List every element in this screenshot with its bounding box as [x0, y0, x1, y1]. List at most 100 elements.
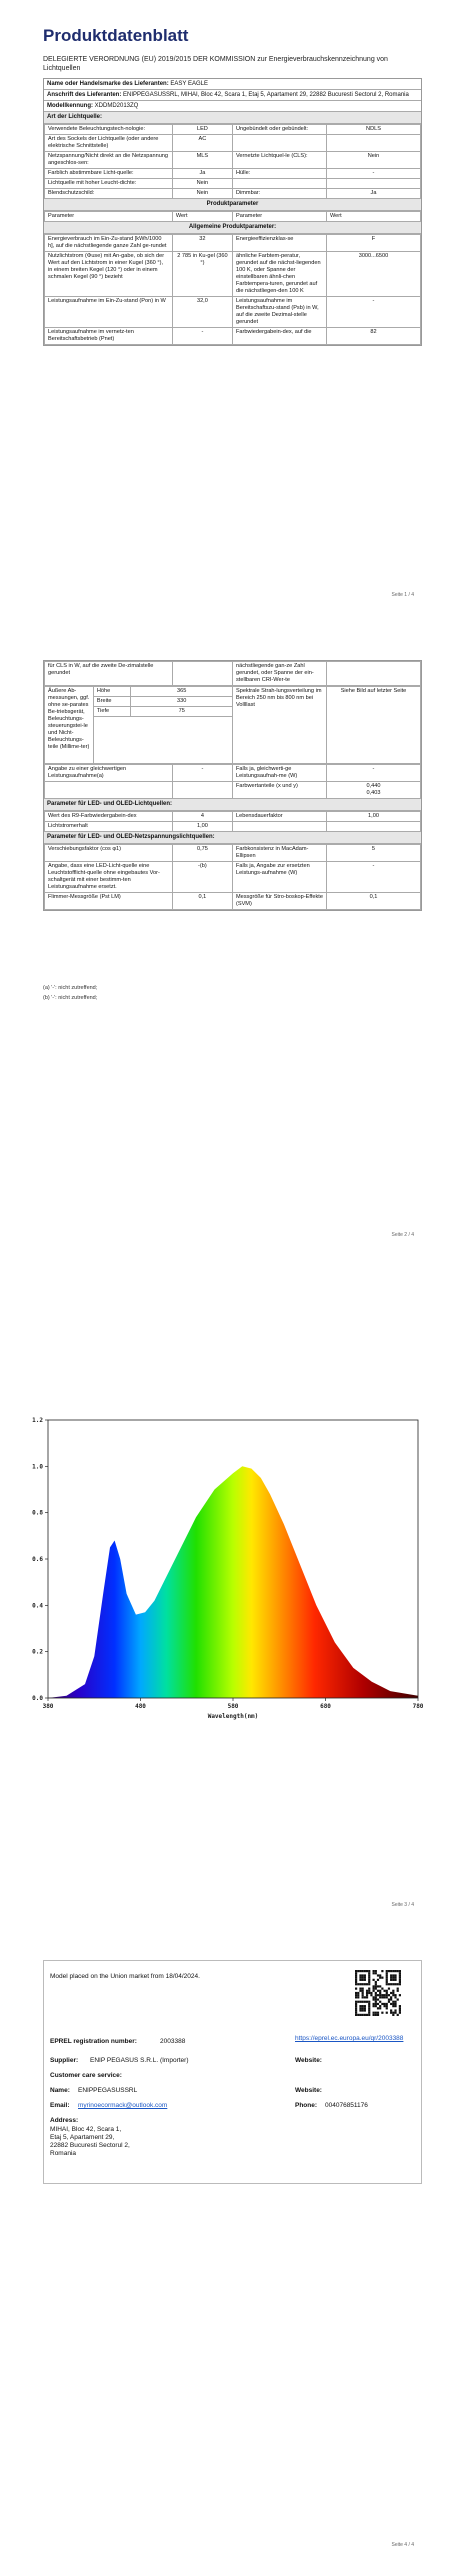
- param-label: ähnliche Farbtem-peratur, gerundet auf d…: [231, 251, 327, 297]
- y-tick-label: 0.2: [32, 1649, 43, 1656]
- datasheet-table-cont: für CLS in W, auf die zweite De-zimalste…: [43, 660, 422, 911]
- page-3: 0.0 0.2 0.4 0.6 0.8 1.0 1.2 380 480 580 680 780 Wav…: [0, 1280, 452, 1920]
- supplier-label: Supplier:: [50, 2057, 79, 2064]
- table-row: Angabe, dass eine LED-Licht-quelle eine …: [44, 861, 422, 893]
- table-row: [45, 716, 421, 764]
- table-row: Angabe zu einer gleichwertigen Leistungs…: [44, 764, 422, 782]
- param-label: Farblich abstimmbare Licht-quelle:: [44, 168, 173, 179]
- param-label: Farbkonsistenz in MacAdam-Ellipsen: [231, 844, 327, 862]
- equiv-value: -: [171, 764, 233, 782]
- param-value: MLS: [171, 151, 233, 169]
- y-tick-label: 0.6: [32, 1556, 43, 1563]
- website2-label: Website:: [295, 2087, 322, 2094]
- param-value: 0,75: [171, 844, 233, 862]
- param-label: Art des Sockels der Lichtquelle (oder an…: [44, 134, 173, 152]
- table-row: Art des Sockels der Lichtquelle (oder an…: [44, 134, 422, 152]
- y-tick-label: 1.0: [32, 1463, 43, 1470]
- param-label: [231, 134, 327, 152]
- table-row: Blendschutzschild: Nein Dimmbar: Ja: [44, 188, 422, 199]
- param-value: -: [325, 296, 422, 328]
- phone-label: Phone:: [295, 2102, 318, 2109]
- param-value: Ja: [325, 188, 422, 199]
- customer-care-label: Customer care service:: [50, 2072, 122, 2079]
- email-label: Email:: [50, 2102, 70, 2109]
- x-tick-label: 680: [320, 1703, 331, 1710]
- table-row: Lichtquelle mit hoher Leucht-dichte: Nein: [44, 178, 422, 189]
- dim-value: 330: [130, 696, 233, 707]
- address-line: 22882 Bucuresti Sectorul 2,: [50, 2142, 130, 2149]
- param-label: Lebensdauerfaktor: [231, 811, 327, 822]
- table-row: für CLS in W, auf die zweite De-zimalste…: [44, 661, 422, 686]
- table-row: Leistungsaufnahme im Ein-Zu-stand (Pon) …: [44, 296, 422, 328]
- param-label: Ungebündelt oder gebündelt:: [231, 124, 327, 135]
- equiv-label: Angabe zu einer gleichwertigen Leistungs…: [44, 764, 173, 782]
- eprel-link[interactable]: https://eprel.ec.europa.eu/qr/2003388: [295, 2035, 404, 2042]
- page-1: Produktdatenblatt DELEGIERTE VERORDNUNG …: [0, 0, 452, 610]
- section-light-type: Art der Lichtquelle:: [44, 112, 421, 124]
- led-params-table: Wert des R9-Farbwiedergabein-dex 4 Lebensd…: [44, 811, 422, 832]
- param-label: Dimmbar:: [231, 188, 327, 199]
- param-label: Messgröße für Stro-boskop-Effekte (SVM): [231, 892, 327, 910]
- param-value: 32: [171, 234, 233, 252]
- farbwert-value: 0,440 0,403: [325, 781, 422, 799]
- chart-axes: 0.0 0.2 0.4 0.6 0.8 1.0 1.2 380 480 580 680 780: [32, 1417, 424, 1710]
- page-number: Seite 2 / 4: [391, 1232, 414, 1238]
- param-label: Wert des R9-Farbwiedergabein-dex: [44, 811, 173, 822]
- param-label: Verwendete Beleuchtungstech-nologie:: [44, 124, 173, 135]
- farbwert-y: 0,403: [366, 790, 381, 796]
- param-label: Energieeffizienzklas-se: [231, 234, 327, 252]
- param-value: 82: [325, 327, 422, 345]
- param-label: Netzspannung/Nicht direkt an die Netzspa…: [44, 151, 173, 169]
- dim-key: Tiefe: [92, 706, 132, 717]
- name-label: Name:: [50, 2087, 70, 2094]
- section-led-params: Parameter für LED- und OLED-Lichtquellen…: [44, 799, 421, 811]
- param-value: 4: [171, 811, 233, 822]
- qr-code-icon[interactable]: [355, 1970, 401, 2016]
- address-value: ENIPPEGASUSSRL, MIHAI, Bloc 42, Scara 1,…: [123, 92, 409, 98]
- table-row: Nutzlichtstrom (Φuse) mit An-gabe, ob si…: [44, 251, 422, 297]
- param-value: 2 785 in Ku-gel (360 °): [171, 251, 233, 297]
- param-value: -(b): [171, 861, 233, 893]
- table-row: Leistungsaufnahme im vernetz-ten Bereits…: [44, 327, 422, 345]
- param-label: nächstliegende gan-ze Zahl gerundet, ode…: [231, 661, 327, 686]
- model-value: XDDMD2013ZQ: [94, 103, 139, 109]
- param-label: [231, 178, 327, 189]
- page-title: Produktdatenblatt: [43, 26, 189, 45]
- param-value: -: [325, 168, 422, 179]
- table-row: Lichtstromerhalt 1,00: [44, 821, 422, 832]
- param-value: Nein: [171, 178, 233, 189]
- param-value: AC: [171, 134, 233, 152]
- trade-value: EASY EAGLE: [170, 81, 208, 87]
- x-axis-label: Wavelength(nm): [208, 1713, 259, 1720]
- name-value: ENIPPEGASUSSRL: [78, 2087, 138, 2094]
- param-label: Blendschutzschild:: [44, 188, 173, 199]
- table-row: Flimmer-Messgröße (Pst LM) 0,1 Messgröße f…: [44, 892, 422, 910]
- y-tick-label: 0.8: [32, 1510, 43, 1517]
- dim-value: 365: [130, 686, 233, 697]
- table-row: Energieverbrauch im Ein-Zu-stand [kWh/10…: [44, 234, 422, 252]
- table-row: Farbwertanteile (x und y) 0,440 0,403: [44, 781, 422, 799]
- trade-row: Name oder Handelsmarke des Lieferanten: …: [44, 79, 421, 90]
- equiv-table: Angabe zu einer gleichwertigen Leistungs…: [44, 764, 422, 799]
- model-row: Modellkennung: XDDMD2013ZQ: [44, 101, 421, 112]
- param-value: [171, 661, 233, 686]
- table-row: Farblich abstimmbare Licht-quelle: Ja Hüll…: [44, 168, 422, 179]
- param-value: 0,1: [171, 892, 233, 910]
- table-row: Netzspannung/Nicht direkt an die Netzspa…: [44, 151, 422, 169]
- param-value: 1,00: [325, 811, 422, 822]
- continued-table: für CLS in W, auf die zweite De-zimalste…: [44, 661, 422, 686]
- spectral-value: Siehe Bild auf letzter Seite: [325, 686, 422, 764]
- param-value: 3000...6500: [325, 251, 422, 297]
- param-value: 32,0: [171, 296, 233, 328]
- model-label: Modellkennung:: [47, 103, 93, 109]
- param-header-cell: Wert: [325, 211, 422, 222]
- x-tick-label: 580: [228, 1703, 239, 1710]
- section-led-net-params: Parameter für LED- und OLED-Netzspannung…: [44, 832, 421, 844]
- y-tick-label: 1.2: [32, 1417, 43, 1424]
- param-header-cell: Parameter: [231, 211, 327, 222]
- param-value: -: [325, 861, 422, 893]
- param-value: NDLS: [325, 124, 422, 135]
- placed-on-market: Model placed on the Union market from 18…: [50, 1973, 200, 1980]
- dim-spacer: [92, 716, 233, 764]
- email-link[interactable]: myrinoecormack@outlook.com: [78, 2102, 168, 2109]
